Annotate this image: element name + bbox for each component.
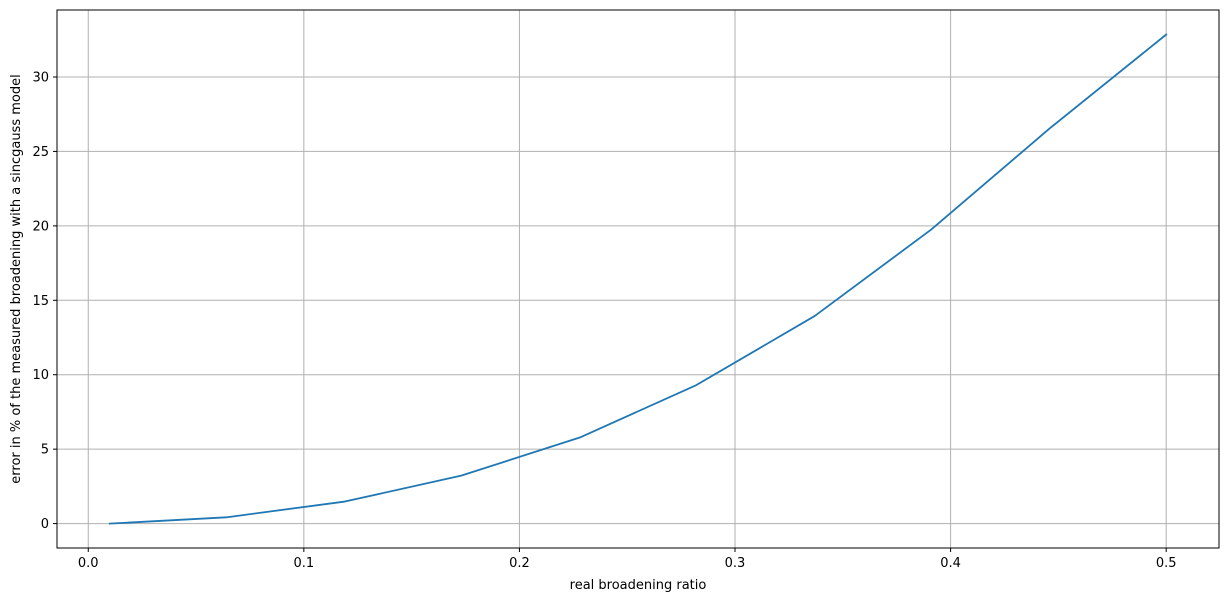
- y-tick-label: 10: [32, 368, 49, 383]
- x-tick-label: 0.5: [1156, 556, 1177, 571]
- x-tick-label: 0.1: [294, 556, 315, 571]
- y-tick-label: 0: [41, 517, 49, 532]
- series-group: [108, 33, 1168, 525]
- x-tick-label: 0.3: [725, 556, 746, 571]
- series-line: [108, 33, 1168, 525]
- x-axis-ticks: 0.0 0.1 0.2 0.3 0.4 0.5: [78, 548, 1177, 571]
- grid-lines: [57, 10, 1219, 548]
- y-tick-label: 25: [32, 145, 49, 160]
- x-tick-label: 0.0: [78, 556, 99, 571]
- y-axis-label: error in % of the measured broadening wi…: [9, 74, 24, 483]
- y-tick-label: 5: [41, 443, 49, 458]
- x-tick-label: 0.4: [940, 556, 961, 571]
- x-tick-label: 0.2: [509, 556, 530, 571]
- y-tick-label: 15: [32, 294, 49, 309]
- y-tick-label: 20: [32, 219, 49, 234]
- y-tick-label: 30: [32, 70, 49, 85]
- plot-frame: [56, 9, 1220, 549]
- x-axis-label: real broadening ratio: [570, 578, 707, 593]
- y-axis-ticks: 0 5 10 15 20 25 30: [32, 70, 57, 532]
